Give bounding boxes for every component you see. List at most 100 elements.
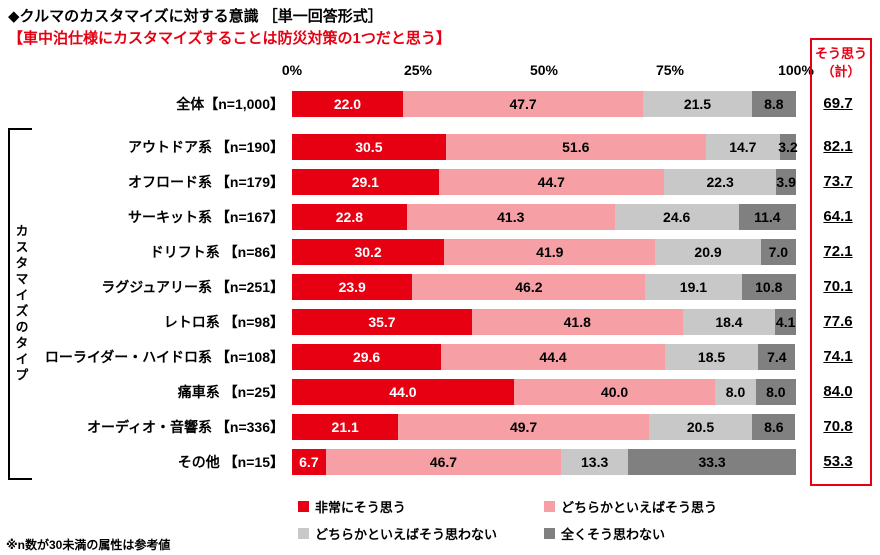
legend-swatch — [544, 501, 555, 512]
row-total: 74.1 — [796, 348, 880, 365]
agree-total-box: そう思う （計） — [810, 38, 872, 486]
legend-label: 全くそう思わない — [561, 527, 666, 542]
chart-row: オフロード系 【n=179】 29.1 44.7 22.3 3.9 73.7 — [0, 164, 880, 199]
row-total-value: 84.0 — [823, 383, 853, 400]
bar-segment: 3.2 — [778, 133, 798, 160]
row-label: オフロード系 【n=179】 — [128, 173, 284, 190]
bar-segment: 8.6 — [752, 413, 796, 440]
bar-segment: 11.4 — [738, 203, 797, 230]
row-label: オーディオ・音響系 【n=336】 — [87, 418, 284, 435]
stacked-bar: 30.2 41.9 20.9 7.0 — [292, 238, 796, 265]
bar-segment: 20.5 — [648, 413, 753, 440]
bar-segment: 44.0 — [292, 378, 514, 405]
stacked-bar: 23.9 46.2 19.1 10.8 — [292, 273, 796, 300]
chart-row: ドリフト系 【n=86】 30.2 41.9 20.9 7.0 72.1 — [0, 234, 880, 269]
row-total: 64.1 — [796, 208, 880, 225]
chart-subtitle: 【車中泊仕様にカスタマイズすることは防災対策の1つだと思う】 — [8, 30, 451, 47]
bar-segment: 30.5 — [292, 133, 446, 160]
bar-segment: 13.3 — [561, 448, 629, 475]
legend-item: どちらかといえばそう思う — [544, 497, 717, 516]
stacked-bar: 29.6 44.4 18.5 7.4 — [292, 343, 796, 370]
bar-segment: 8.8 — [751, 90, 796, 117]
chart-row: レトロ系 【n=98】 35.7 41.8 18.4 4.1 77.6 — [0, 304, 880, 339]
row-total: 77.6 — [796, 313, 880, 330]
x-axis: 0% 25% 50% 75% 100% — [282, 62, 814, 80]
stacked-bar: 35.7 41.8 18.4 4.1 — [292, 308, 796, 335]
chart-row: サーキット系 【n=167】 22.8 41.3 24.6 11.4 64.1 — [0, 199, 880, 234]
row-total: 53.3 — [796, 453, 880, 470]
row-total: 69.7 — [796, 95, 880, 112]
stacked-bar: 22.8 41.3 24.6 11.4 — [292, 203, 797, 230]
bar-segment: 18.5 — [664, 343, 759, 370]
row-total-value: 72.1 — [823, 243, 853, 260]
row-total-value: 73.7 — [823, 173, 853, 190]
bar-segment: 21.1 — [292, 413, 399, 440]
row-total-value: 64.1 — [823, 208, 853, 225]
bar-segment: 33.3 — [628, 448, 796, 475]
stacked-bar: 30.5 51.6 14.7 3.2 — [292, 133, 798, 160]
legend-swatch — [298, 528, 309, 539]
legend-swatch — [298, 501, 309, 512]
row-total-value: 82.1 — [823, 138, 853, 155]
bar-segment: 7.0 — [760, 238, 796, 265]
bar-segment: 35.7 — [292, 308, 472, 335]
bar-segment: 47.7 — [402, 90, 644, 117]
legend-item: どちらかといえばそう思わない — [298, 524, 544, 543]
bar-segment: 20.9 — [655, 238, 761, 265]
row-total: 82.1 — [796, 138, 880, 155]
chart-row: 全体【n=1,000】 22.0 47.7 21.5 8.8 69.7 — [0, 86, 880, 121]
chart-row: オーディオ・音響系 【n=336】 21.1 49.7 20.5 8.6 70.8 — [0, 409, 880, 444]
row-total-value: 70.1 — [823, 278, 853, 295]
stacked-bar: 22.0 47.7 21.5 8.8 — [292, 90, 796, 117]
axis-tick: 75% — [655, 62, 685, 78]
bar-segment: 49.7 — [398, 413, 649, 440]
row-total-value: 53.3 — [823, 453, 853, 470]
legend-item: 非常にそう思う — [298, 497, 544, 516]
bar-segment: 46.2 — [412, 273, 646, 300]
chart-row: アウトドア系 【n=190】 30.5 51.6 14.7 3.2 82.1 — [0, 129, 880, 164]
bar-segment: 30.2 — [292, 238, 445, 265]
category-group-bracket: カスタマイズのタイプ — [8, 128, 32, 480]
row-label: その他 【n=15】 — [177, 453, 284, 470]
row-label: 全体【n=1,000】 — [176, 95, 284, 112]
bar-segment: 7.4 — [758, 343, 796, 370]
legend: 非常にそう思う どちらかといえばそう思うどちらかといえばそう思わない 全くそう思わな… — [298, 497, 717, 543]
row-total: 84.0 — [796, 383, 880, 400]
bar-segment: 4.1 — [775, 308, 796, 335]
bar-segment: 22.8 — [292, 203, 407, 230]
bar-segment: 19.1 — [645, 273, 742, 300]
chart-rows: 全体【n=1,000】 22.0 47.7 21.5 8.8 69.7 アウトドア系 【n=… — [0, 86, 880, 479]
bar-segment: 41.8 — [471, 308, 683, 335]
bar-segment: 29.1 — [292, 168, 439, 195]
chart-row: ローライダー・ハイドロ系 【n=108】 29.6 44.4 18.5 7.4 74.1 — [0, 339, 880, 374]
footnote: ※n数が30未満の属性は参考値 — [6, 538, 171, 552]
bar-segment: 40.0 — [513, 378, 716, 405]
bar-segment: 18.4 — [682, 308, 776, 335]
row-total: 73.7 — [796, 173, 880, 190]
stacked-bar: 44.0 40.0 8.0 8.0 — [292, 378, 796, 405]
bar-segment: 44.7 — [438, 168, 664, 195]
bar-segment: 44.4 — [441, 343, 665, 370]
row-total: 70.1 — [796, 278, 880, 295]
legend-label: どちらかといえばそう思わない — [315, 527, 498, 542]
legend-item: 全くそう思わない — [544, 524, 717, 543]
row-label: ラグジュアリー系 【n=251】 — [101, 278, 284, 295]
row-label: サーキット系 【n=167】 — [128, 208, 284, 225]
bar-segment: 14.7 — [705, 133, 780, 160]
bar-segment: 6.7 — [292, 448, 326, 475]
axis-tick: 50% — [529, 62, 559, 78]
bar-segment: 29.6 — [292, 343, 442, 370]
row-total-value: 77.6 — [823, 313, 853, 330]
bar-segment: 21.5 — [643, 90, 752, 117]
page-title: ◆クルマのカスタマイズに対する意識 ［単一回答形式］ — [8, 8, 383, 25]
bar-segment: 22.0 — [292, 90, 403, 117]
bar-segment: 8.0 — [715, 378, 756, 405]
row-total-value: 74.1 — [823, 348, 853, 365]
chart-row: ラグジュアリー系 【n=251】 23.9 46.2 19.1 10.8 70.1 — [0, 269, 880, 304]
row-total: 70.8 — [796, 418, 880, 435]
stacked-bar: 29.1 44.7 22.3 3.9 — [292, 168, 796, 195]
bar-segment: 41.9 — [444, 238, 656, 265]
bar-segment: 24.6 — [614, 203, 739, 230]
axis-tick: 25% — [403, 62, 433, 78]
